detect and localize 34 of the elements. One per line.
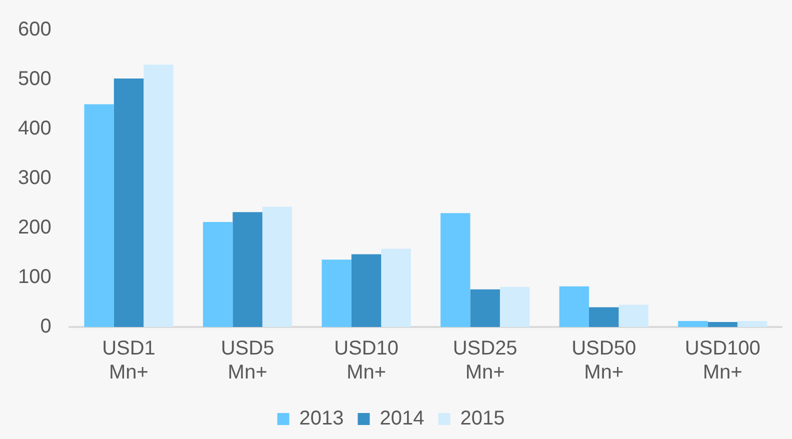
bar bbox=[708, 322, 738, 327]
x-tick-label: USD1 Mn+ bbox=[102, 338, 156, 384]
x-tick-label: USD50 Mn+ bbox=[572, 338, 636, 384]
bar bbox=[678, 321, 708, 327]
legend-label: 2014 bbox=[380, 408, 424, 430]
x-tick-label: USD100 Mn+ bbox=[684, 338, 760, 384]
y-tick-label: 400 bbox=[18, 118, 52, 140]
bar bbox=[618, 304, 648, 327]
y-tick-label: 500 bbox=[18, 68, 52, 90]
bar bbox=[232, 212, 262, 327]
bar bbox=[470, 289, 500, 327]
y-tick-label: 100 bbox=[18, 266, 52, 288]
y-tick-label: 600 bbox=[18, 18, 52, 41]
x-tick-label: USD25 Mn+ bbox=[452, 338, 518, 384]
bar bbox=[322, 260, 352, 327]
x-tick-label: USD5 Mn+ bbox=[220, 338, 274, 384]
y-tick-label: 0 bbox=[40, 316, 52, 338]
bar bbox=[737, 321, 768, 327]
bar bbox=[559, 286, 589, 327]
x-tick-label: USD10 Mn+ bbox=[334, 338, 399, 384]
bar bbox=[440, 213, 470, 327]
bar bbox=[114, 78, 144, 327]
bar bbox=[588, 307, 619, 327]
bar bbox=[381, 248, 411, 327]
legend-label: 2013 bbox=[299, 408, 344, 430]
y-tick-label: 300 bbox=[18, 167, 52, 190]
legend-label: 2015 bbox=[460, 408, 505, 430]
bar bbox=[144, 64, 174, 327]
y-tick-label: 200 bbox=[18, 216, 52, 239]
bar bbox=[202, 222, 233, 327]
bar bbox=[500, 286, 530, 327]
bar bbox=[351, 254, 382, 327]
bar bbox=[262, 206, 292, 327]
bar bbox=[84, 104, 114, 327]
